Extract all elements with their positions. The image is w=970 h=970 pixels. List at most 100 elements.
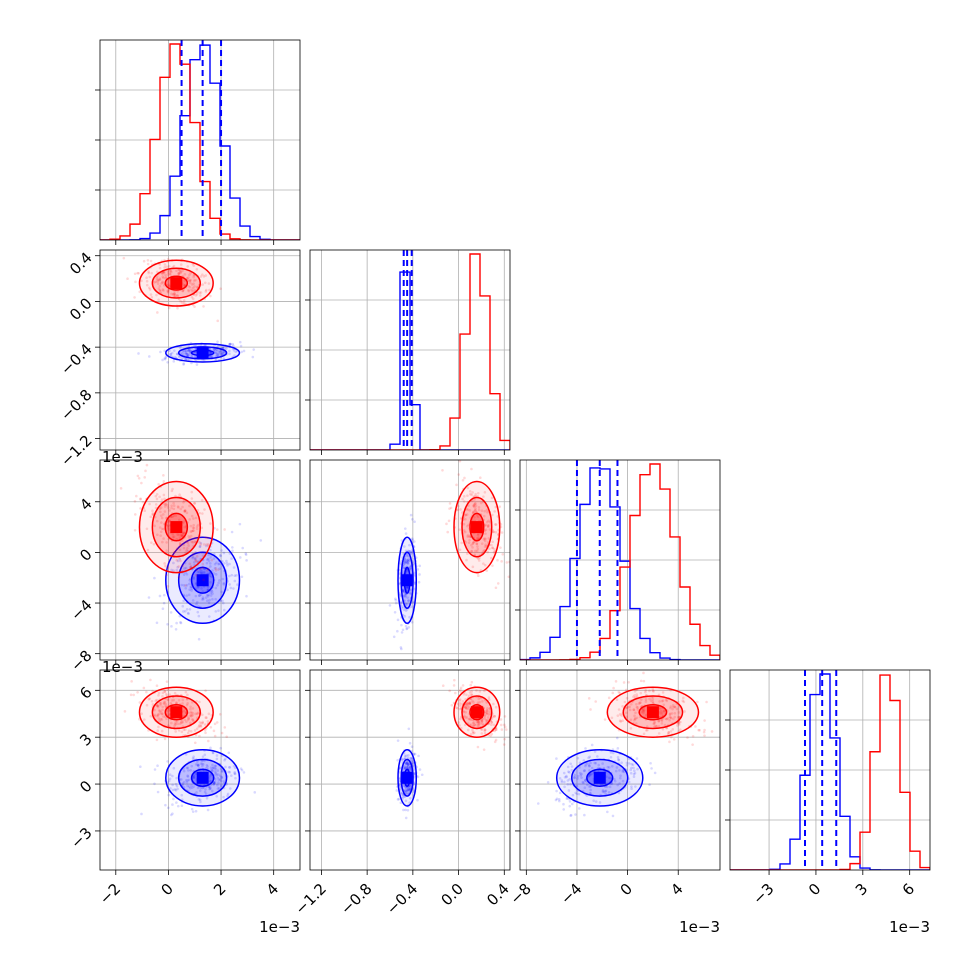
scatter-point xyxy=(198,721,202,724)
scatter-point xyxy=(195,527,199,531)
scatter-point xyxy=(588,755,592,759)
scatter-point xyxy=(161,358,164,362)
scatter-point xyxy=(211,751,215,755)
scatter-point xyxy=(672,717,675,721)
scatter-point xyxy=(198,798,202,802)
scatter-point xyxy=(139,765,142,769)
scatter-point xyxy=(507,575,510,579)
scatter-point xyxy=(208,779,212,782)
scatter-point xyxy=(636,767,639,771)
scatter-point xyxy=(221,559,224,563)
scatter-point xyxy=(181,521,185,525)
scatter-point xyxy=(642,671,645,675)
scatter-point xyxy=(190,514,194,518)
scatter-point xyxy=(403,766,407,770)
scatter-point xyxy=(164,692,168,696)
scatter-point xyxy=(406,559,410,563)
scatter-point xyxy=(617,758,620,761)
scatter-point xyxy=(170,625,173,628)
scatter-point xyxy=(463,714,466,718)
scatter-point xyxy=(648,697,651,701)
scatter-point xyxy=(172,360,176,363)
scatter-point xyxy=(211,592,214,595)
scatter-point xyxy=(486,525,490,529)
scatter-point xyxy=(229,342,232,346)
scatter-point xyxy=(464,706,468,709)
scatter-point xyxy=(231,342,235,346)
scatter-point xyxy=(145,703,149,707)
scatter-point xyxy=(166,524,169,528)
scatter-point xyxy=(467,717,471,721)
scatter-point xyxy=(567,789,571,792)
scatter-point xyxy=(188,518,191,521)
scatter-point xyxy=(190,540,194,544)
scatter-point xyxy=(502,743,506,746)
scatter-point xyxy=(205,561,209,565)
scatter-point xyxy=(176,566,179,569)
scatter-point xyxy=(211,597,214,601)
scatter-point xyxy=(560,779,564,782)
scatter-point xyxy=(214,597,217,601)
scatter-point xyxy=(171,774,174,778)
scatter-point xyxy=(146,548,150,552)
scatter-point xyxy=(470,549,474,553)
scatter-point xyxy=(139,498,142,501)
scatter-point xyxy=(478,700,482,704)
scatter-point xyxy=(632,718,636,722)
scatter-point xyxy=(649,699,653,702)
scatter-point xyxy=(402,563,406,566)
scatter-point xyxy=(165,680,169,683)
scatter-point xyxy=(476,515,480,519)
scatter-point xyxy=(598,801,602,804)
y-tick-label: 3 xyxy=(76,730,95,749)
scatter-point xyxy=(160,282,163,285)
scatter-point xyxy=(197,614,201,618)
scatter-point xyxy=(471,731,475,735)
scatter-point xyxy=(416,775,420,779)
x-offset-label: 1e−3 xyxy=(679,918,720,936)
scatter-point xyxy=(398,770,401,774)
scatter-point xyxy=(668,718,671,722)
scatter-point xyxy=(609,777,613,780)
scatter-point xyxy=(163,270,166,274)
scatter-point xyxy=(487,696,491,699)
scatter-point xyxy=(184,690,188,694)
scatter-point xyxy=(181,720,185,724)
scatter-point xyxy=(453,678,456,682)
scatter-point xyxy=(486,707,489,710)
scatter-point xyxy=(191,718,194,721)
scatter-point xyxy=(169,352,172,356)
scatter-point xyxy=(401,605,405,608)
scatter-point xyxy=(181,534,184,537)
scatter-point xyxy=(406,764,410,767)
scatter-point xyxy=(194,594,198,598)
scatter-point xyxy=(496,558,499,562)
scatter-point xyxy=(241,546,244,550)
scatter-point xyxy=(187,349,190,353)
scatter-point xyxy=(176,293,179,297)
scatter-point xyxy=(483,728,487,731)
scatter-point xyxy=(239,344,243,348)
scatter-point xyxy=(187,593,191,597)
scatter-point xyxy=(230,774,233,777)
scatter-point xyxy=(177,729,181,732)
scatter-point xyxy=(210,789,214,793)
scatter-point xyxy=(644,698,648,701)
scatter-point xyxy=(156,729,160,732)
y-tick-label: 4 xyxy=(76,495,95,514)
scatter-point xyxy=(464,710,467,714)
scatter-point xyxy=(404,549,408,553)
scatter-point xyxy=(625,711,628,715)
scatter-point xyxy=(200,570,204,573)
scatter-point xyxy=(203,281,207,285)
scatter-point xyxy=(468,717,471,721)
hist-series-1 xyxy=(730,674,930,870)
scatter-point xyxy=(206,569,209,572)
scatter-point xyxy=(458,460,462,463)
scatter-point xyxy=(413,580,417,584)
panel-frame xyxy=(309,669,511,871)
scatter-point xyxy=(582,781,585,785)
scatter-point xyxy=(170,292,173,296)
x-tick-label: −2 xyxy=(96,880,124,908)
